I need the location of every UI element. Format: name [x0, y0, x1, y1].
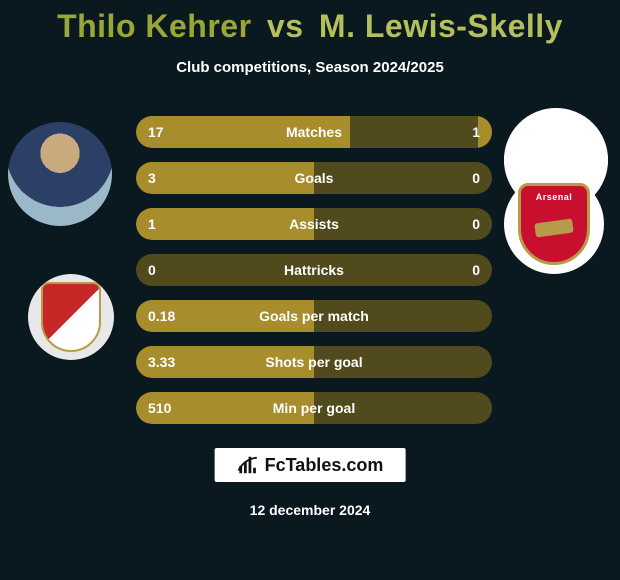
stat-row: 00Hattricks: [136, 254, 492, 286]
stat-row: 10Assists: [136, 208, 492, 240]
comparison-title: Thilo Kehrer vs M. Lewis-Skelly: [0, 8, 620, 45]
stat-label: Goals: [136, 162, 492, 194]
arsenal-badge-icon: Arsenal: [518, 183, 590, 265]
player1-photo: [8, 122, 112, 226]
stat-row: 3.33Shots per goal: [136, 346, 492, 378]
stat-label: Min per goal: [136, 392, 492, 424]
stat-row: 171Matches: [136, 116, 492, 148]
player2-name: M. Lewis-Skelly: [319, 8, 563, 44]
stat-label: Assists: [136, 208, 492, 240]
stat-row: 0.18Goals per match: [136, 300, 492, 332]
fctables-watermark: FcTables.com: [215, 448, 406, 482]
player1-club-badge: [28, 274, 114, 360]
fctables-logo-icon: [237, 454, 259, 476]
stat-row: 510Min per goal: [136, 392, 492, 424]
stat-label: Hattricks: [136, 254, 492, 286]
monaco-badge-icon: [41, 282, 101, 352]
generation-date: 12 december 2024: [0, 502, 620, 518]
fctables-text: FcTables.com: [265, 455, 384, 476]
stats-list: 171Matches 30Goals 10Assists 00Hattricks 0.1…: [136, 116, 492, 438]
stat-row: 30Goals: [136, 162, 492, 194]
vs-text: vs: [267, 8, 304, 44]
stat-label: Shots per goal: [136, 346, 492, 378]
player1-name: Thilo Kehrer: [57, 8, 251, 44]
stat-label: Goals per match: [136, 300, 492, 332]
stat-label: Matches: [136, 116, 492, 148]
player2-club-badge: Arsenal: [504, 174, 604, 274]
subtitle: Club competitions, Season 2024/2025: [0, 59, 620, 76]
